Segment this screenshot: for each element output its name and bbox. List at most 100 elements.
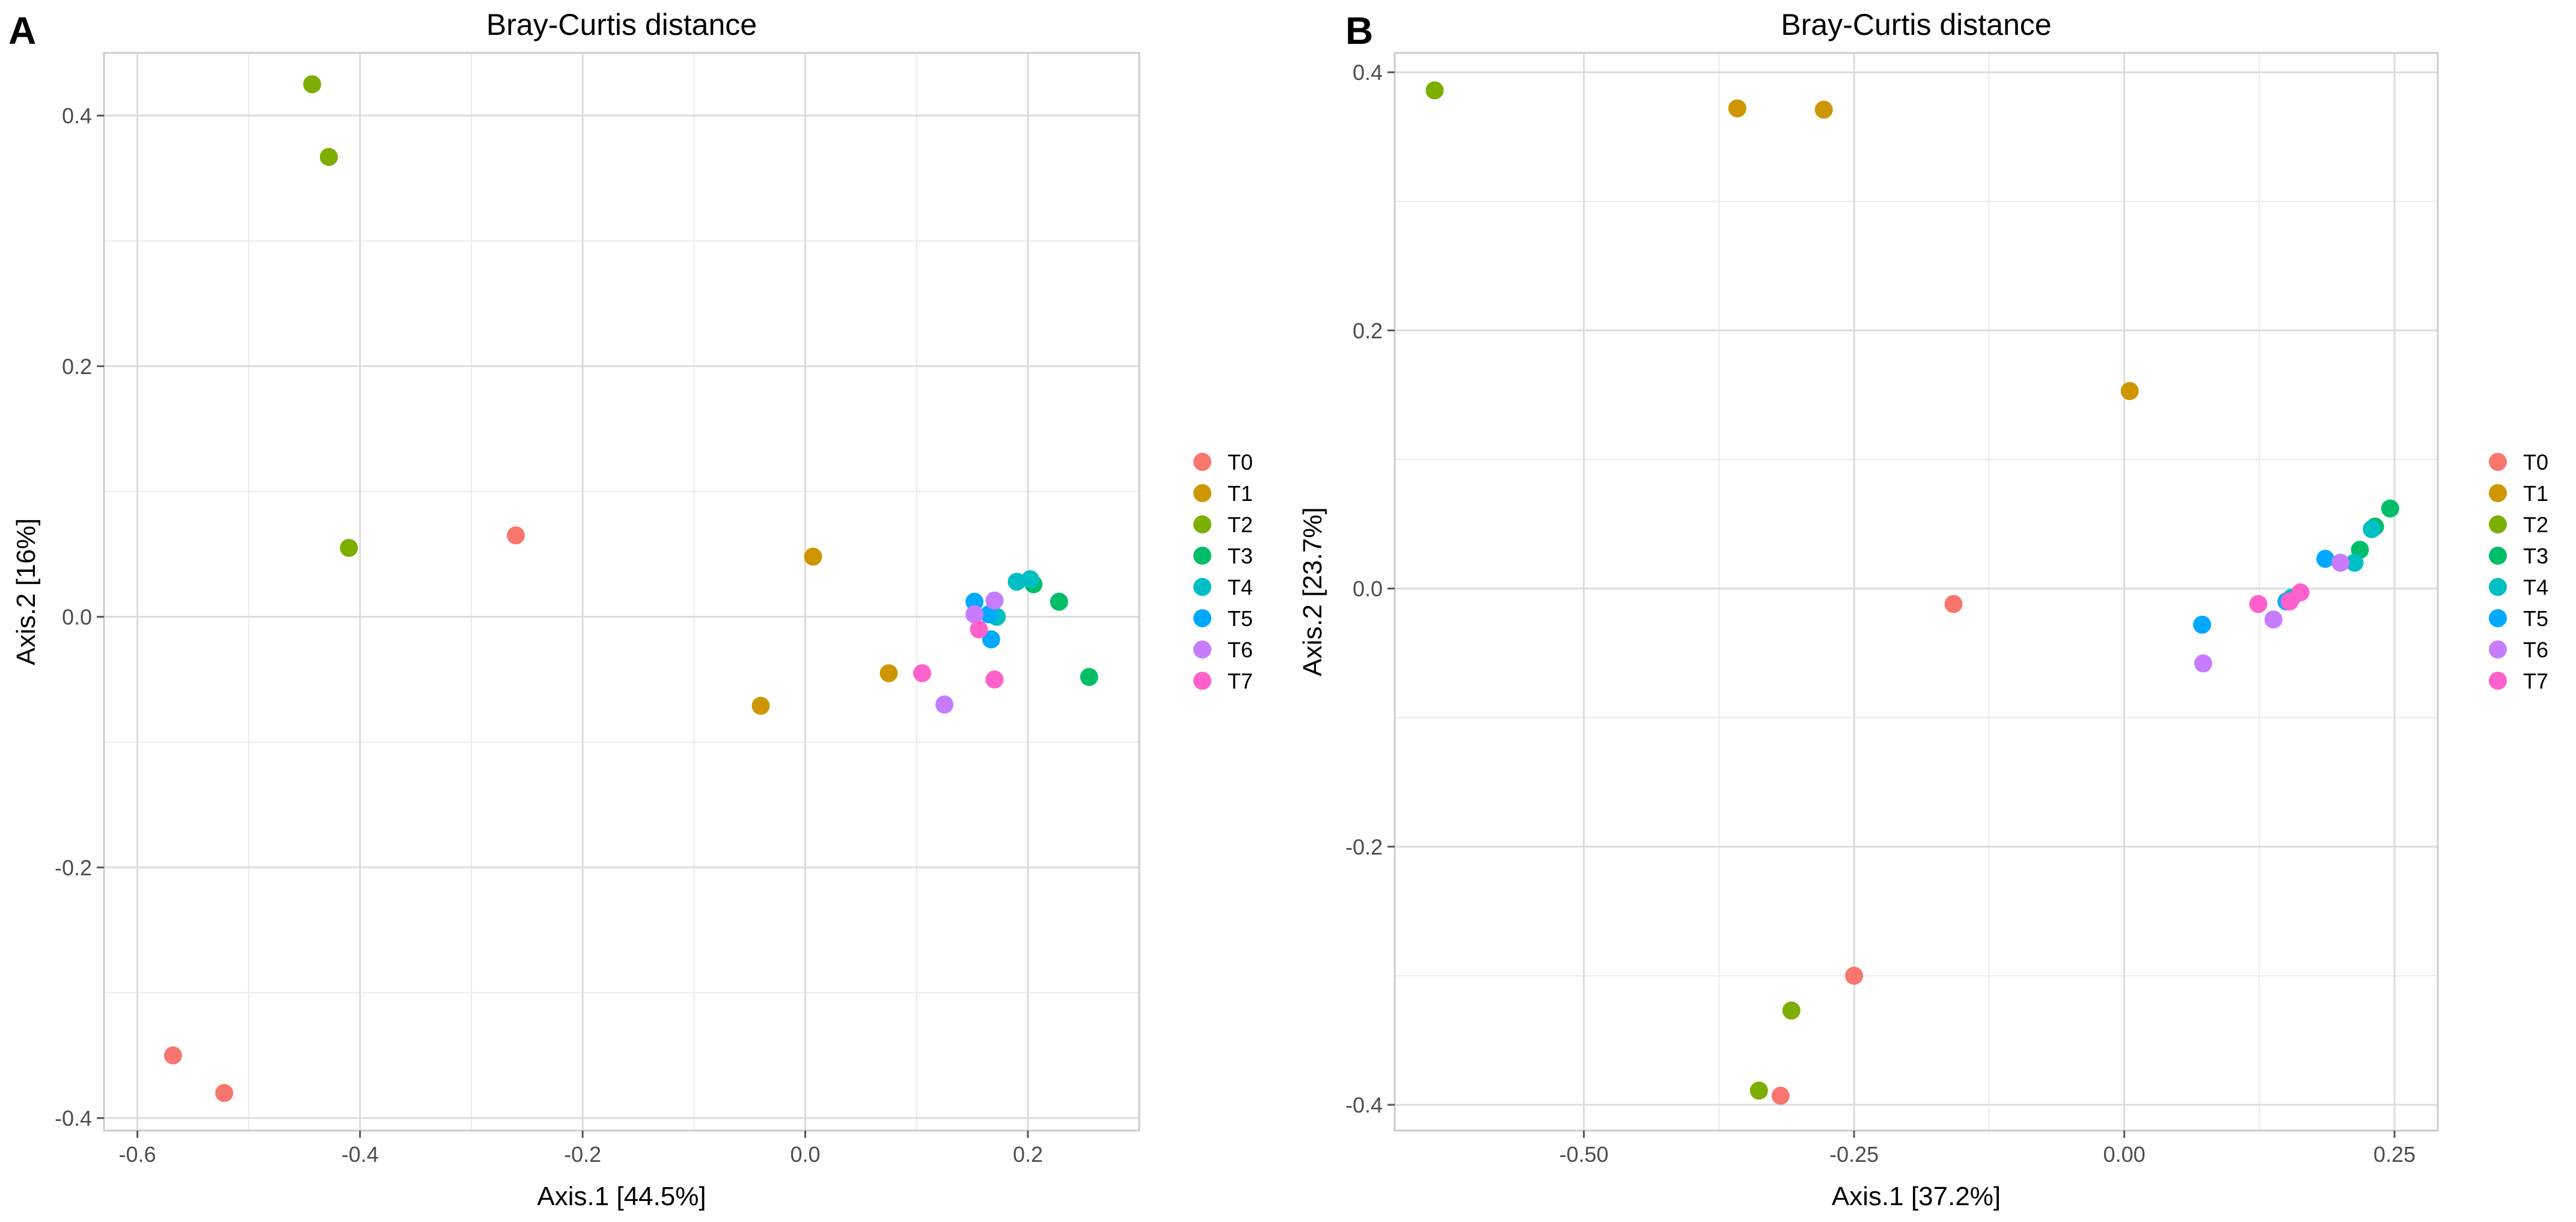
- legend-label: T3: [1228, 544, 1253, 568]
- legend-label: T1: [2523, 481, 2548, 506]
- legend-label: T2: [1228, 512, 1253, 537]
- y-axis-title: Axis.2 [23.7%]: [1298, 507, 1327, 676]
- legend-label: T1: [1228, 481, 1253, 506]
- plot-border: [1394, 52, 2439, 1132]
- data-point-t5: [2316, 550, 2335, 568]
- legend-marker-t3: [1193, 547, 1211, 565]
- legend-marker-t6: [2489, 640, 2507, 659]
- legend-label: T5: [1228, 606, 1253, 631]
- legend-marker-t3: [2489, 547, 2507, 565]
- minor-grid: [1395, 53, 2438, 1131]
- y-tick-label: 0.2: [62, 354, 92, 379]
- panel-label: B: [1345, 9, 1374, 52]
- legend-marker-t1: [1193, 484, 1211, 502]
- x-axis-title: Axis.1 [37.2%]: [1832, 1182, 2001, 1211]
- data-point-t3: [1050, 592, 1068, 611]
- y-tick-label: 0.0: [62, 605, 92, 630]
- y-axis-title: Axis.2 [16%]: [11, 518, 41, 666]
- legend-marker-t2: [2489, 515, 2507, 533]
- x-tick-label: 0.2: [1013, 1142, 1043, 1167]
- y-tick-label: 0.4: [62, 103, 92, 128]
- legend-marker-t0: [1193, 453, 1211, 471]
- y-tick-label: -0.4: [55, 1106, 92, 1131]
- data-points: [1425, 81, 2399, 1105]
- x-tick-label: 0.25: [2373, 1142, 2415, 1167]
- data-point-t2: [1749, 1081, 1768, 1100]
- legend-label: T7: [1228, 669, 1253, 693]
- scatter-plot-b: -0.50 -0.25 0.00 0.25 -0.4 -0.2 0.0 0.2 0.4 Bray-…: [1298, 8, 2548, 1211]
- x-tick-label: 0.0: [790, 1142, 820, 1167]
- plot-border: [103, 52, 1140, 1132]
- scatter-plot-a: -0.6 -0.4 -0.2 0.0 0.2 -0.4 -0.2 0.0 0.2 0.4 Bray-…: [11, 8, 1253, 1211]
- legend-marker-t4: [2489, 578, 2507, 596]
- data-point-t2: [320, 147, 338, 166]
- legend-marker-t1: [2489, 484, 2507, 502]
- data-point-t0: [215, 1084, 233, 1102]
- panel-a: A -0.6 -0.4 -0.2 0.0 0.2 -0.4 -0.2 0.0 0.2 0.4 Bra…: [0, 0, 1286, 1222]
- legend: T0 T1 T2 T3 T4 T5 T6 T7: [2489, 450, 2548, 693]
- y-tick-label: 0.4: [1353, 60, 1383, 85]
- legend-marker-t5: [1193, 609, 1211, 627]
- data-point-t5: [2193, 615, 2212, 634]
- legend-marker-t7: [1193, 672, 1211, 690]
- data-point-t6: [2264, 610, 2283, 629]
- x-tick-label: -0.25: [1829, 1142, 1879, 1167]
- data-point-t1: [1814, 100, 1833, 119]
- data-point-t7: [970, 620, 988, 639]
- x-tick-label: -0.2: [564, 1142, 601, 1167]
- chart-title: Bray-Curtis distance: [1781, 8, 2051, 41]
- data-point-t2: [1782, 1001, 1800, 1020]
- legend-label: T4: [2523, 575, 2548, 600]
- chart-title: Bray-Curtis distance: [486, 8, 757, 41]
- data-point-t2: [303, 75, 322, 94]
- data-point-t6: [2331, 553, 2350, 572]
- legend-label: T2: [2523, 512, 2548, 537]
- y-tick-label: 0.2: [1353, 318, 1383, 343]
- major-grid: [1395, 53, 2438, 1131]
- major-grid: [104, 53, 1139, 1131]
- panel-label: A: [8, 9, 37, 52]
- y-tick-label: 0.0: [1353, 577, 1383, 601]
- y-tick-label: -0.2: [1345, 835, 1383, 859]
- data-point-t2: [1425, 81, 1444, 100]
- data-point-t1: [1728, 99, 1746, 118]
- legend-marker-t6: [1193, 640, 1211, 659]
- x-tick-label: -0.50: [1559, 1142, 1609, 1167]
- y-tick-label: -0.4: [1345, 1093, 1383, 1117]
- data-point-t1: [2120, 382, 2139, 401]
- minor-grid: [104, 53, 1139, 1131]
- y-tick-label: -0.2: [55, 855, 92, 880]
- data-point-t6: [965, 605, 984, 624]
- data-point-t7: [985, 670, 1004, 689]
- data-point-t6: [985, 591, 1004, 610]
- data-point-t5: [982, 630, 1000, 649]
- data-point-t0: [1771, 1087, 1790, 1105]
- data-point-t3: [2381, 499, 2399, 518]
- data-point-t0: [1845, 966, 1864, 985]
- legend-label: T3: [2523, 544, 2548, 568]
- data-point-t7: [2249, 595, 2268, 613]
- legend-label: T5: [2523, 606, 2548, 631]
- legend-label: T0: [2523, 450, 2548, 474]
- legend-marker-t0: [2489, 453, 2507, 471]
- data-point-t5: [965, 592, 984, 611]
- legend: T0 T1 T2 T3 T4 T5 T6 T7: [1193, 450, 1253, 693]
- x-axis-title: Axis.1 [44.5%]: [537, 1182, 706, 1211]
- legend-marker-t5: [2489, 609, 2507, 627]
- x-tick-label: -0.4: [341, 1142, 379, 1167]
- legend-label: T0: [1228, 450, 1253, 474]
- data-point-t2: [340, 539, 358, 557]
- x-tick-label: -0.6: [119, 1142, 156, 1167]
- data-point-t6: [935, 695, 953, 714]
- legend-label: T4: [1228, 575, 1253, 600]
- data-point-t3: [1080, 668, 1098, 686]
- data-points: [164, 75, 1098, 1102]
- data-point-t4: [1021, 570, 1039, 589]
- x-tick-label: 0.00: [2103, 1142, 2146, 1167]
- legend-label: T6: [1228, 637, 1253, 662]
- legend-label: T7: [2523, 669, 2548, 693]
- data-point-t1: [751, 696, 770, 715]
- data-point-t4: [2345, 553, 2364, 572]
- legend-marker-t2: [1193, 515, 1211, 533]
- data-point-t0: [507, 526, 525, 545]
